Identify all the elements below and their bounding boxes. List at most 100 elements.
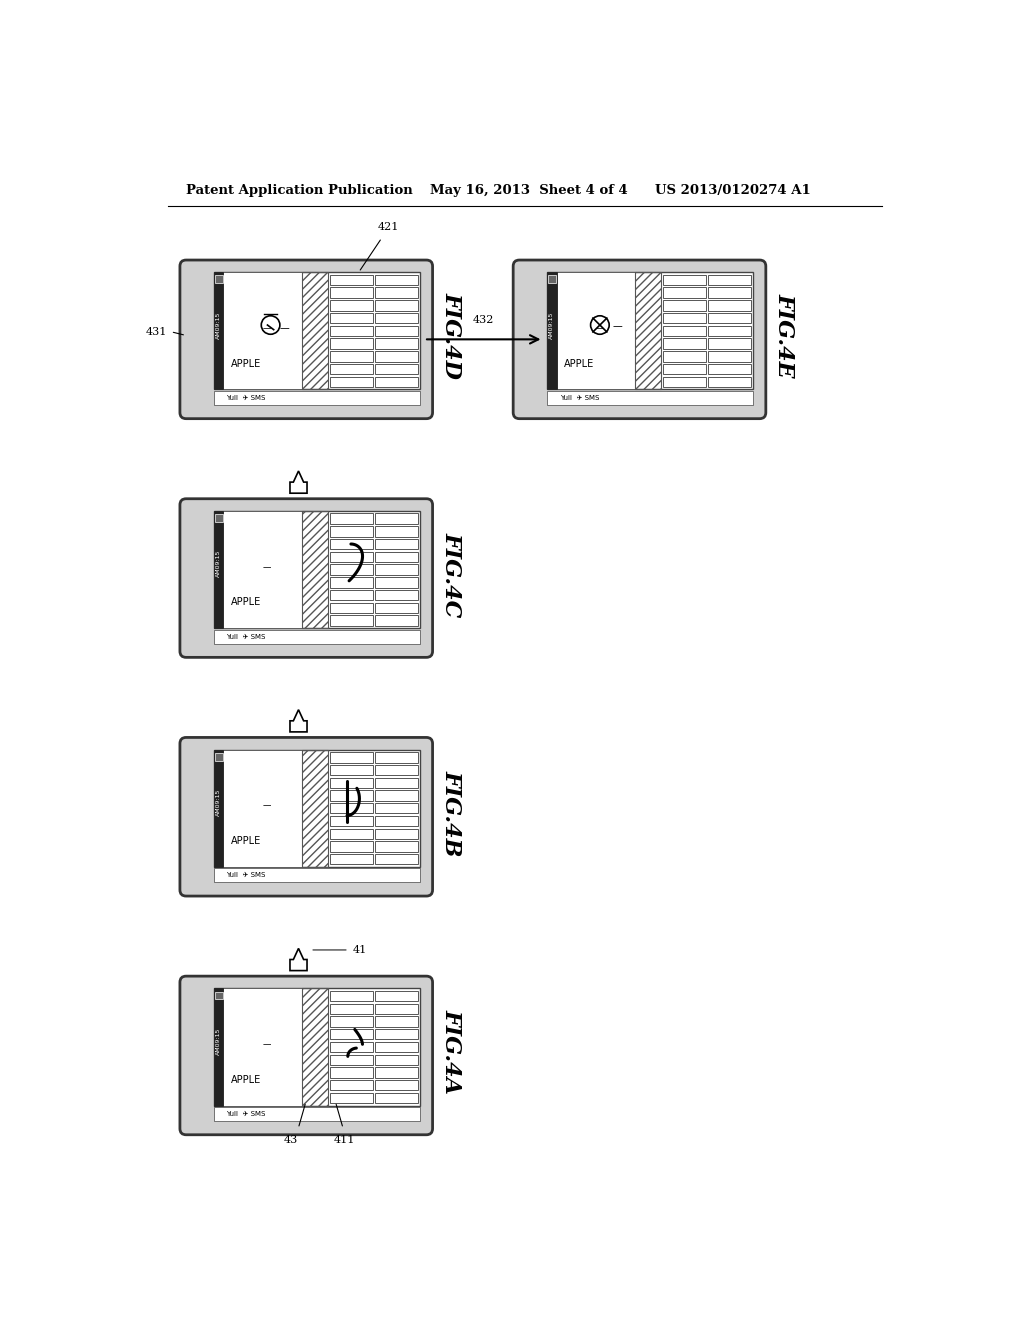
Bar — [330, 1080, 373, 1090]
Bar — [330, 752, 373, 763]
Bar — [330, 1016, 373, 1027]
Text: AM09:15: AM09:15 — [216, 1027, 221, 1055]
Bar — [330, 539, 373, 549]
Polygon shape — [290, 949, 307, 970]
Text: FIG.4A: FIG.4A — [440, 1010, 462, 1094]
Bar — [330, 565, 373, 574]
Text: —: — — [612, 322, 622, 331]
Bar — [330, 376, 373, 387]
Bar — [214, 1107, 420, 1121]
Bar — [215, 276, 222, 284]
Bar — [664, 364, 706, 375]
Bar — [215, 991, 222, 999]
Text: —: — — [262, 323, 270, 333]
Bar — [375, 275, 418, 285]
Bar — [214, 630, 420, 644]
Bar — [664, 338, 706, 348]
Text: AM09:15: AM09:15 — [550, 312, 554, 339]
Polygon shape — [290, 471, 307, 494]
Bar — [214, 750, 420, 867]
Text: FIG.4E: FIG.4E — [773, 293, 796, 378]
Bar — [375, 527, 418, 536]
Text: —: — — [596, 323, 604, 333]
Bar — [375, 991, 418, 1001]
Bar — [375, 1068, 418, 1077]
Bar — [330, 841, 373, 851]
Bar — [709, 376, 751, 387]
Bar — [375, 1003, 418, 1014]
Bar — [664, 376, 706, 387]
Text: 421: 421 — [378, 222, 398, 232]
Bar — [214, 391, 420, 405]
Text: FIG.4C: FIG.4C — [440, 532, 462, 616]
Bar — [375, 603, 418, 612]
Bar — [330, 1093, 373, 1104]
Text: Yull  ✈ SMS: Yull ✈ SMS — [226, 1111, 266, 1117]
Bar — [709, 288, 751, 298]
Bar — [214, 272, 223, 389]
Bar — [664, 288, 706, 298]
Bar — [375, 326, 418, 337]
Bar — [330, 803, 373, 813]
Bar — [214, 989, 223, 1106]
Bar — [709, 326, 751, 337]
Text: —: — — [280, 323, 290, 334]
Bar — [330, 527, 373, 536]
Bar — [547, 272, 557, 389]
Bar — [214, 511, 223, 628]
Bar — [557, 272, 635, 389]
Text: 41: 41 — [352, 945, 367, 954]
Bar — [375, 338, 418, 348]
Bar — [709, 275, 751, 285]
Bar — [330, 313, 373, 323]
Bar — [664, 275, 706, 285]
Text: US 2013/0120274 A1: US 2013/0120274 A1 — [655, 185, 811, 197]
Bar — [375, 1055, 418, 1065]
Bar — [375, 288, 418, 298]
Bar — [330, 338, 373, 348]
Bar — [330, 603, 373, 612]
FancyBboxPatch shape — [180, 977, 432, 1135]
Bar — [330, 1068, 373, 1077]
Bar — [375, 1030, 418, 1039]
Bar — [330, 275, 373, 285]
Text: AM09:15: AM09:15 — [216, 312, 221, 339]
Text: —: — — [262, 1040, 270, 1049]
Text: APPLE: APPLE — [231, 598, 261, 607]
Text: Yull  ✈ SMS: Yull ✈ SMS — [226, 395, 266, 401]
Bar — [330, 777, 373, 788]
Bar — [375, 829, 418, 840]
Bar — [375, 615, 418, 626]
Bar — [330, 590, 373, 601]
Bar — [330, 577, 373, 587]
Bar — [375, 764, 418, 775]
Text: APPLE: APPLE — [231, 1074, 261, 1085]
Text: 431: 431 — [146, 326, 167, 337]
FancyBboxPatch shape — [513, 260, 766, 418]
Text: APPLE: APPLE — [231, 836, 261, 846]
Bar — [375, 590, 418, 601]
Bar — [547, 272, 754, 389]
Bar — [709, 313, 751, 323]
Bar — [664, 326, 706, 337]
Bar — [709, 351, 751, 362]
Text: AM09:15: AM09:15 — [216, 550, 221, 577]
Text: Yull  ✈ SMS: Yull ✈ SMS — [226, 873, 266, 878]
Bar — [375, 552, 418, 562]
Bar — [547, 391, 754, 405]
Bar — [330, 615, 373, 626]
Text: 411: 411 — [334, 1135, 355, 1144]
Bar — [375, 565, 418, 574]
Bar — [548, 276, 556, 284]
Bar — [375, 1093, 418, 1104]
Bar — [375, 376, 418, 387]
Bar — [330, 513, 373, 524]
Polygon shape — [290, 710, 307, 731]
Text: Yull  ✈ SMS: Yull ✈ SMS — [560, 395, 599, 401]
Bar — [375, 539, 418, 549]
Bar — [330, 991, 373, 1001]
Bar — [709, 338, 751, 348]
Bar — [375, 841, 418, 851]
Bar — [375, 364, 418, 375]
Text: —: — — [262, 562, 270, 572]
